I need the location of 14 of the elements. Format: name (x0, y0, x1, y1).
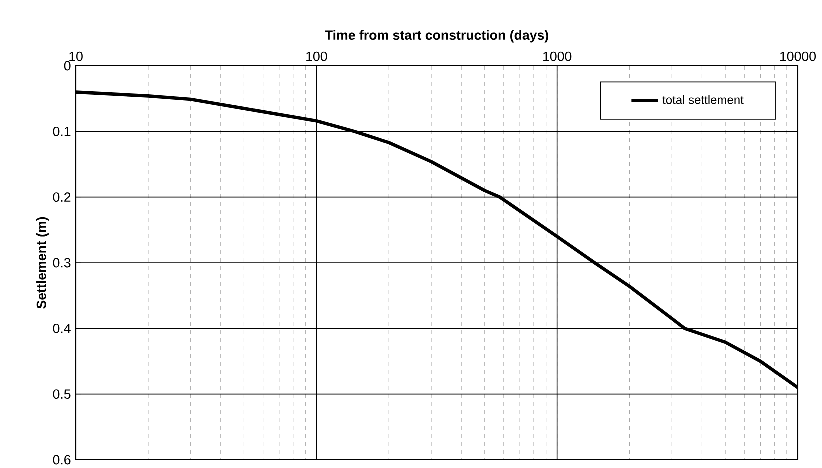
x-tick-label: 10 (70, 52, 83, 62)
x-axis-title: Time from start construction (days) (325, 30, 548, 43)
y-axis-title: Settlement (m) (36, 217, 49, 309)
y-tick-label: 0.4 (53, 324, 71, 334)
y-tick-label: 0.2 (53, 192, 71, 202)
y-tick-label: 0.1 (53, 126, 71, 136)
y-tick-label: 0.5 (53, 390, 71, 400)
legend-label: total settlement (662, 95, 744, 104)
y-tick-label: 0.3 (53, 258, 71, 268)
x-tick-label: 100 (306, 52, 328, 62)
x-tick-label: 10000 (780, 52, 816, 62)
y-tick-label: 0 (64, 61, 71, 71)
x-tick-label: 1000 (544, 52, 572, 62)
y-tick-label: 0.6 (53, 455, 71, 465)
